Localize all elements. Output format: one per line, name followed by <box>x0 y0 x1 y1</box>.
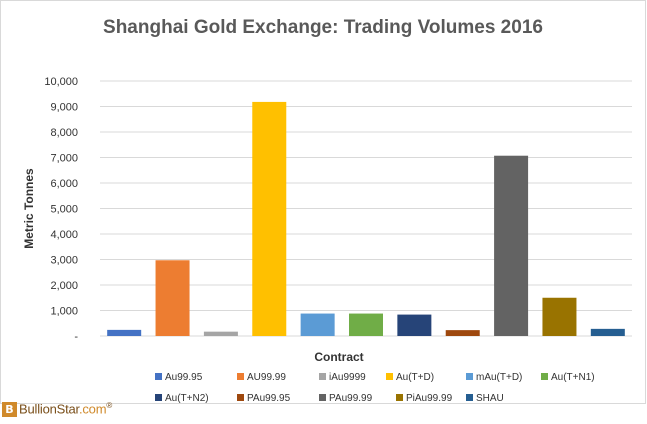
y-tick-label: 7,000 <box>50 153 78 165</box>
legend-label: Au(T+N2) <box>165 393 209 404</box>
bar-mAu(T+D) <box>300 313 335 336</box>
y-tick-label: 1,000 <box>50 306 78 318</box>
y-tick-label: 2,000 <box>50 280 78 292</box>
chart-title: Shanghai Gold Exchange: Trading Volumes … <box>103 17 543 38</box>
chart-frame <box>0 0 646 404</box>
bar-Au(T+N2) <box>397 314 432 336</box>
legend-swatch <box>155 373 162 380</box>
legend-swatch <box>319 394 326 401</box>
bar-AU99.99 <box>155 260 190 336</box>
legend-label: mAu(T+D) <box>476 372 522 383</box>
y-tick-label: 4,000 <box>50 229 78 241</box>
legend-label: AU99.99 <box>247 372 286 383</box>
legend-label: iAu9999 <box>329 372 366 383</box>
legend-swatch <box>319 373 326 380</box>
legend-label: SHAU <box>476 393 504 404</box>
legend-swatch <box>541 373 548 380</box>
bar-Au(T+D) <box>252 101 287 336</box>
y-tick-label: 5,000 <box>50 204 78 216</box>
y-tick-label: 10,000 <box>44 76 78 88</box>
bar-SHAU <box>590 328 625 336</box>
legend-swatch <box>237 394 244 401</box>
y-axis-title: Metric Tonnes <box>22 168 36 249</box>
legend-label: PAu99.99 <box>329 393 373 404</box>
y-tick-label: - <box>74 331 78 343</box>
legend-label: PAu99.95 <box>247 393 291 404</box>
bar-chart: Shanghai Gold Exchange: Trading Volumes … <box>22 17 632 404</box>
y-tick-label: 6,000 <box>50 178 78 190</box>
legend-label: PiAu99.99 <box>406 393 453 404</box>
x-axis-title: Contract <box>314 350 363 364</box>
legend-swatch <box>466 394 473 401</box>
logo-mark-icon: B <box>2 401 17 417</box>
legend-label: Au99.95 <box>165 372 203 383</box>
legend-swatch <box>396 394 403 401</box>
bar-iAu9999 <box>203 331 238 336</box>
y-tick-label: 8,000 <box>50 127 78 139</box>
bar-Au(T+N1) <box>349 313 383 336</box>
legend-label: Au(T+D) <box>396 372 434 383</box>
bar-PiAu99.99 <box>542 297 577 336</box>
legend-label: Au(T+N1) <box>551 372 595 383</box>
bar-PAu99.99 <box>494 155 529 336</box>
legend-swatch <box>466 373 473 380</box>
legend-swatch <box>237 373 244 380</box>
y-tick-label: 9,000 <box>50 102 78 114</box>
bullionstar-logo: B BullionStar.com® <box>2 397 112 421</box>
legend-swatch <box>386 373 393 380</box>
bar-PAu99.95 <box>445 330 480 336</box>
bar-Au99.95 <box>107 329 142 336</box>
legend-swatch <box>155 394 162 401</box>
logo-text: BullionStar.com® <box>19 401 113 417</box>
y-tick-label: 3,000 <box>50 255 78 267</box>
